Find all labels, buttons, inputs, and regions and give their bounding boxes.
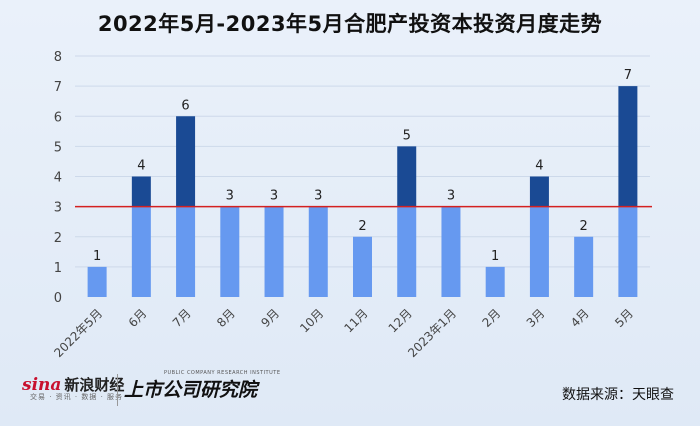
x-tick-label: 11月 [341,306,370,335]
sina-tagline: 交易 · 资讯 · 数据 · 服务 [30,393,124,401]
bar-above-reference [397,146,417,207]
x-tick-label: 2023年1月 [405,306,459,360]
bar [441,206,461,297]
bar-above-reference [618,86,638,207]
data-label: 2 [580,219,588,234]
x-tick-label: 2022年5月 [51,306,105,360]
x-tick-label: 4月 [568,306,592,330]
y-tick-label: 7 [54,80,62,95]
bar [529,206,549,297]
research-institute-logo: PUBLIC COMPANY RESEARCH INSTITUTE 上市公司研究… [124,370,280,402]
bar [176,206,196,297]
bar-chart: 01234567812022年5月46月67月38月39月310月211月512… [51,50,652,360]
sina-finance-logo: sina 新浪财经 [22,374,124,395]
bar [87,266,107,297]
x-tick-label: 7月 [170,306,194,330]
x-tick-label: 9月 [258,306,282,330]
bar [353,236,372,297]
footer: sina 新浪财经 交易 · 资讯 · 数据 · 服务 PUBLIC COMPAN… [0,368,700,426]
y-tick-label: 3 [54,201,62,216]
chart-title: 2022年5月-2023年5月合肥产投资本投资月度走势 [97,12,603,36]
y-tick-label: 4 [54,171,62,186]
bar [308,206,328,297]
y-tick-label: 1 [54,261,62,276]
sina-logo-word: sina [22,375,62,395]
data-label: 4 [535,159,543,174]
bar [618,206,638,297]
bar [220,206,240,297]
data-source: 数据来源：天眼查 [562,387,674,403]
bar [574,236,594,297]
logo-divider [117,374,118,406]
data-label: 4 [137,159,145,174]
data-label: 1 [93,249,101,264]
data-label: 3 [226,189,234,204]
y-tick-label: 5 [54,140,62,155]
institute-chinese-name: 上市公司研究院 [124,379,258,401]
bar [264,206,284,297]
y-tick-label: 6 [54,110,62,125]
bar-above-reference [176,116,196,207]
data-label: 6 [181,98,189,113]
x-tick-label: 2月 [480,306,504,330]
bar-above-reference [529,176,549,207]
x-tick-label: 12月 [386,306,415,335]
data-label: 7 [624,68,632,83]
data-label: 3 [270,189,278,204]
data-label: 3 [447,189,455,204]
bar [485,266,505,297]
data-label: 1 [491,249,499,264]
x-tick-label: 5月 [612,306,636,330]
x-tick-label: 8月 [214,306,238,330]
bar [131,206,151,297]
sina-finance-name: 新浪财经 [64,376,125,394]
y-tick-label: 0 [54,291,62,306]
bar [397,206,417,297]
x-tick-label: 10月 [297,306,326,335]
data-label: 2 [358,219,366,234]
institute-english-name: PUBLIC COMPANY RESEARCH INSTITUTE [164,370,281,376]
data-label: 3 [314,189,322,204]
x-tick-label: 3月 [524,306,548,330]
y-tick-label: 2 [54,231,62,246]
bar-above-reference [131,176,151,207]
x-tick-label: 6月 [126,306,150,330]
y-tick-label: 8 [54,50,62,65]
data-label: 5 [403,128,411,143]
